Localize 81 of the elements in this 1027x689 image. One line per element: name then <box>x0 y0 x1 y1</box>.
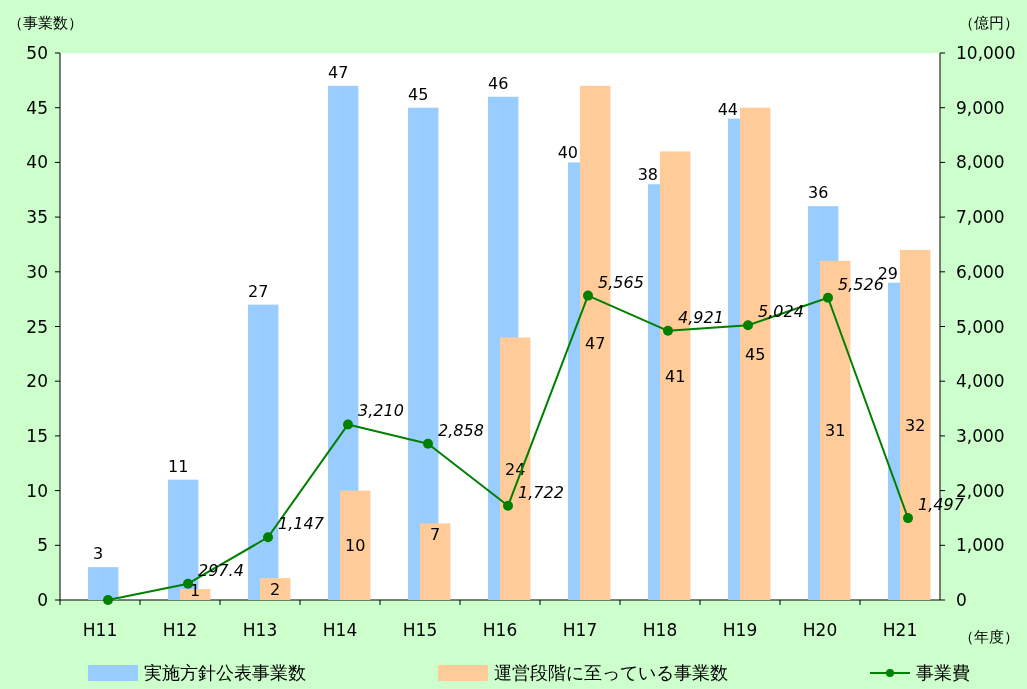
data-label: 4,921 <box>678 307 724 327</box>
data-label: 38 <box>637 165 658 185</box>
y2-axis-title: （億円） <box>959 14 1019 32</box>
y-tick-label: 10 <box>26 480 48 501</box>
x-tick-label: H15 <box>402 620 438 640</box>
point <box>183 578 193 589</box>
y-tick-label: 30 <box>26 261 48 282</box>
y-tick-label: 15 <box>26 425 48 446</box>
data-label: 45 <box>745 344 766 364</box>
data-label: 47 <box>328 62 349 82</box>
y2-tick-label: 9,000 <box>956 97 1005 118</box>
y-tick-label: 50 <box>26 43 48 63</box>
y2-tick-label: 5,000 <box>956 316 1005 337</box>
data-label: 41 <box>665 366 686 386</box>
y2-tick-label: 7,000 <box>956 207 1005 228</box>
point <box>903 513 913 524</box>
data-label: 46 <box>488 73 509 93</box>
point <box>343 419 353 430</box>
y-tick-label: 20 <box>26 371 48 392</box>
legend-label: 実施方針公表事業数 <box>144 662 306 683</box>
y-tick-label: 0 <box>37 590 48 610</box>
point <box>663 325 673 336</box>
y-tick-label: 5 <box>37 535 48 556</box>
y-tick-label: 40 <box>26 152 48 173</box>
x-tick-label: H21 <box>882 620 918 640</box>
data-label: 2,858 <box>438 420 484 440</box>
x-tick-label: H13 <box>242 620 278 640</box>
legend-label: 事業費 <box>916 662 970 683</box>
data-label: 1,147 <box>278 514 325 534</box>
point <box>103 595 113 605</box>
point <box>583 290 593 301</box>
point <box>743 320 753 331</box>
data-label: 2 <box>270 580 281 600</box>
bar <box>408 107 439 600</box>
bar <box>260 578 291 600</box>
y-axis-title: （事業数） <box>8 14 83 32</box>
y2-tick-label: 6,000 <box>956 261 1005 282</box>
x-tick-label: H18 <box>642 620 678 640</box>
y2-tick-label: 1,000 <box>956 535 1005 556</box>
data-label: 1 <box>190 581 201 600</box>
data-label: 32 <box>905 415 926 435</box>
point <box>503 500 513 511</box>
y2-tick-label: 8,000 <box>956 152 1005 173</box>
bar <box>420 523 451 600</box>
legend-label: 運営段階に至っている事業数 <box>494 662 728 683</box>
data-label: 45 <box>408 84 429 104</box>
y2-tick-label: 4,000 <box>956 371 1005 392</box>
bar <box>248 304 279 600</box>
data-label: 3,210 <box>358 401 404 421</box>
data-label: 44 <box>717 99 738 119</box>
point <box>423 438 433 449</box>
point <box>823 292 833 303</box>
x-tick-label: H16 <box>482 620 518 640</box>
bar <box>88 567 119 600</box>
y2-tick-label: 3,000 <box>956 425 1005 446</box>
x-tick-label: H19 <box>722 620 758 640</box>
x-tick-label: H14 <box>322 620 358 640</box>
bar <box>168 479 199 600</box>
x-tick-label: H17 <box>562 620 598 640</box>
x-axis-title: （年度） <box>959 628 1019 646</box>
x-tick-label: H20 <box>802 620 838 640</box>
y-tick-label: 45 <box>26 97 48 118</box>
data-label: 27 <box>248 281 269 301</box>
data-label: 5,565 <box>598 272 644 292</box>
data-label: 47 <box>585 333 606 353</box>
y2-tick-label: 0 <box>956 590 967 610</box>
bar <box>340 490 371 600</box>
data-label: 10 <box>345 536 366 556</box>
data-label: 40 <box>557 143 578 163</box>
y-tick-label: 25 <box>26 316 48 337</box>
data-label: 36 <box>808 183 829 203</box>
data-label: 1,722 <box>518 482 564 502</box>
data-label: 11 <box>168 456 189 476</box>
y2-tick-label: 10,000 <box>956 43 1016 63</box>
y-tick-label: 35 <box>26 207 48 228</box>
data-label: 3 <box>93 544 104 564</box>
x-tick-label: H12 <box>162 620 198 640</box>
x-tick-label: H11 <box>82 620 118 640</box>
data-label: 7 <box>430 525 441 545</box>
data-label: 31 <box>825 421 846 441</box>
point <box>263 532 273 543</box>
